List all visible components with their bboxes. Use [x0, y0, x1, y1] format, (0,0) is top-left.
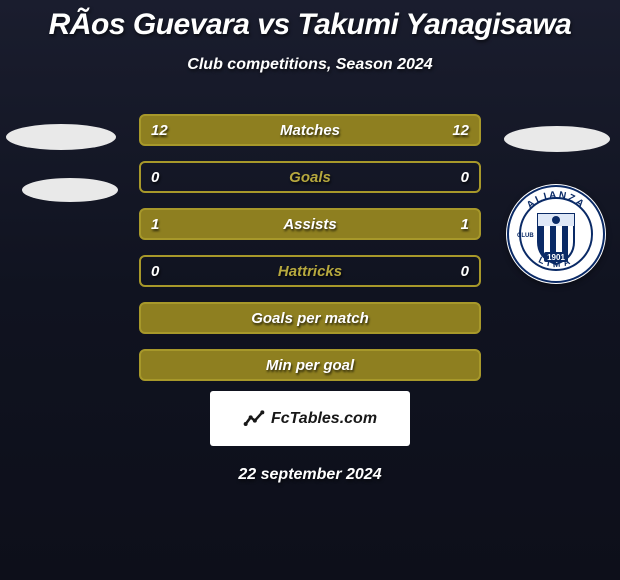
- svg-text:CLUB: CLUB: [517, 233, 534, 239]
- season-subtitle: Club competitions, Season 2024: [0, 56, 620, 74]
- club-badge-svg: ALIANZA LIMA CLUB 1901: [506, 184, 606, 284]
- stat-right-value: 0: [441, 263, 469, 280]
- stat-label: Goals per match: [251, 310, 369, 327]
- stat-right-value: 0: [441, 169, 469, 186]
- club-badge-alianza-lima: ALIANZA LIMA CLUB 1901: [506, 184, 606, 284]
- fctables-attribution[interactable]: FcTables.com: [210, 391, 410, 446]
- stat-label: Min per goal: [266, 357, 354, 374]
- stat-left-value: 1: [151, 216, 179, 233]
- player-left-placeholder-1: [6, 124, 116, 150]
- fctables-label: FcTables.com: [271, 410, 377, 428]
- stat-label: Goals: [289, 169, 331, 186]
- fctables-icon: [243, 409, 265, 429]
- stat-row: 0 Goals 0: [139, 161, 481, 193]
- comparison-card: RÃ­os Guevara vs Takumi Yanagisawa Club …: [0, 0, 620, 580]
- stat-label: Assists: [283, 216, 336, 233]
- stat-left-value: 0: [151, 169, 179, 186]
- stat-row: 0 Hattricks 0: [139, 255, 481, 287]
- stat-right-value: 1: [441, 216, 469, 233]
- stat-label: Matches: [280, 122, 340, 139]
- stat-left-value: 0: [151, 263, 179, 280]
- player-right-placeholder: [504, 126, 610, 152]
- date-label: 22 september 2024: [0, 466, 620, 484]
- page-title: RÃ­os Guevara vs Takumi Yanagisawa: [0, 0, 620, 42]
- stat-right-value: 12: [441, 122, 469, 139]
- svg-text:1901: 1901: [547, 253, 565, 262]
- stat-row: Goals per match: [139, 302, 481, 334]
- stat-label: Hattricks: [278, 263, 342, 280]
- stat-row: 1 Assists 1: [139, 208, 481, 240]
- stat-row: 12 Matches 12: [139, 114, 481, 146]
- player-left-placeholder-2: [22, 178, 118, 202]
- stat-row: Min per goal: [139, 349, 481, 381]
- stat-left-value: 12: [151, 122, 179, 139]
